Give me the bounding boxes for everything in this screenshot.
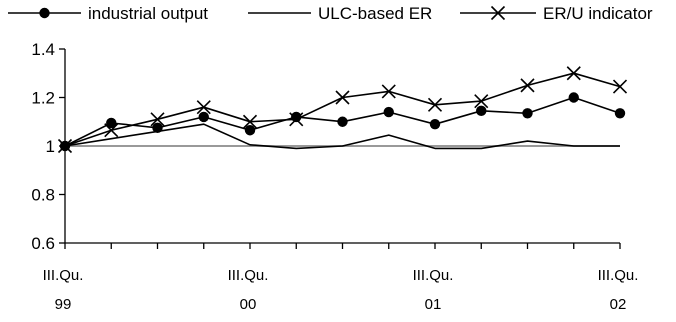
x-mark-stroke-b <box>520 78 535 93</box>
data-point-er-u-indicator <box>427 97 443 112</box>
plot-area <box>57 66 628 154</box>
x-mark-stroke-b <box>427 97 443 112</box>
chart-legend: industrial output ULC-based ER ER/U indica… <box>8 4 653 23</box>
x-mark-stroke-b <box>196 100 211 115</box>
x-mark-stroke-b <box>242 114 258 129</box>
legend-item-er-u-indicator: ER/U indicator <box>460 4 653 23</box>
data-point-industrial-output <box>383 106 394 118</box>
x-tick-label-year: 02 <box>610 296 627 313</box>
x-mark-stroke-b <box>381 84 396 99</box>
y-tick-label: 0.8 <box>31 186 55 205</box>
data-point-er-u-indicator <box>242 114 258 129</box>
data-point-er-u-indicator <box>150 112 165 127</box>
x-mark-stroke-b <box>612 79 628 94</box>
data-point-industrial-output <box>476 105 487 117</box>
x-tick-label-period: III.Qu. <box>598 267 639 284</box>
x-mark-stroke-b <box>566 66 581 81</box>
legend-item-industrial-output: industrial output <box>8 4 208 23</box>
data-point-industrial-output <box>429 118 441 130</box>
legend-label: ULC-based ER <box>318 4 432 23</box>
data-point-industrial-output <box>198 111 209 123</box>
legend-label: ER/U indicator <box>543 4 653 23</box>
x-tick-label-year: 01 <box>425 296 442 313</box>
x-tick-label-period: III.Qu. <box>43 267 84 284</box>
data-point-industrial-output <box>522 108 533 119</box>
x-mark-stroke-b <box>289 112 304 127</box>
x-mark-stroke-b <box>104 123 119 138</box>
x-axis: III.Qu. 99 III.Qu. 00 III.Qu. 01 III.Qu. 02 <box>43 242 639 313</box>
data-point-er-u-indicator <box>289 112 304 127</box>
legend-marker <box>490 5 506 21</box>
data-point-industrial-output <box>244 125 256 136</box>
data-point-er-u-indicator <box>335 90 350 105</box>
data-point-er-u-indicator <box>104 123 119 138</box>
data-point-industrial-output <box>568 92 579 103</box>
legend-item-ulc-based-er: ULC-based ER <box>248 4 432 23</box>
x-tick-label-period: III.Qu. <box>228 267 269 284</box>
x-mark-stroke-b <box>490 5 506 21</box>
data-point-industrial-output <box>106 117 117 129</box>
data-point-industrial-output <box>337 116 348 127</box>
data-point-er-u-indicator <box>612 79 628 94</box>
data-point-er-u-indicator <box>520 78 535 93</box>
y-tick-label: 1.2 <box>31 89 55 108</box>
data-point-er-u-indicator <box>566 66 581 81</box>
data-point-er-u-indicator <box>474 94 489 109</box>
x-tick-label-year: 00 <box>240 296 257 313</box>
data-point-er-u-indicator <box>381 84 396 99</box>
x-tick-label-period: III.Qu. <box>413 267 454 284</box>
x-mark-stroke-b <box>150 112 165 127</box>
y-axis: 0.6 0.8 1 1.2 1.4 <box>31 40 66 253</box>
data-point-industrial-output <box>614 108 626 119</box>
y-tick-label: 0.6 <box>31 234 55 253</box>
y-tick-label: 1.4 <box>31 40 55 59</box>
y-tick-label: 1 <box>46 137 55 156</box>
legend-label: industrial output <box>88 4 208 23</box>
series-line-ulc-based-er <box>64 123 620 150</box>
x-tick-label-year: 99 <box>55 296 72 313</box>
x-mark-stroke-b <box>335 90 350 105</box>
x-mark-stroke-b <box>474 94 489 109</box>
legend-marker <box>39 7 50 19</box>
data-point-er-u-indicator <box>196 100 211 115</box>
